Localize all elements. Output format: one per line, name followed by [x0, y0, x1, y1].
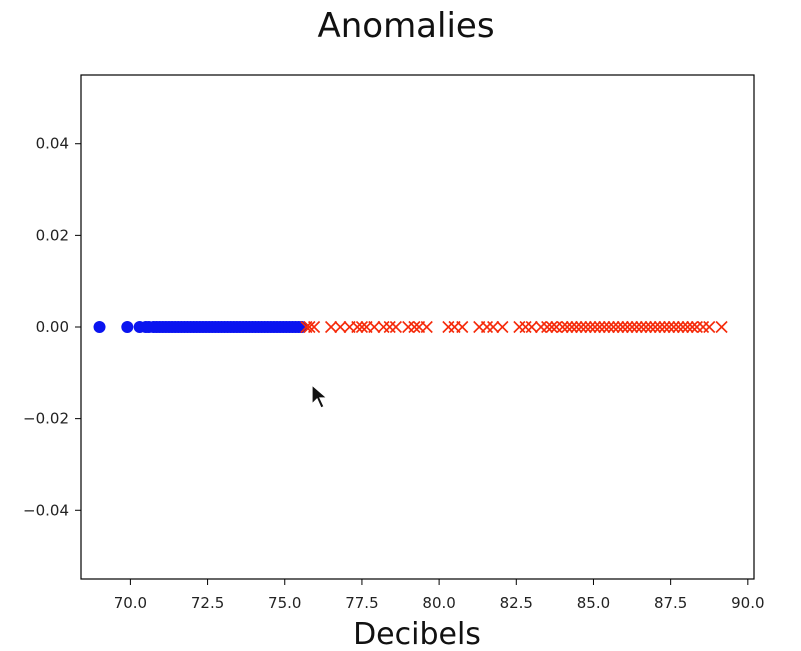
- anomaly-point: [368, 320, 381, 334]
- anomaly-point: [420, 320, 433, 334]
- anomaly-point: [303, 320, 316, 334]
- anomaly-point: [690, 320, 703, 334]
- anomaly-point: [402, 320, 415, 334]
- anomaly-point: [584, 320, 597, 334]
- anomaly-point: [570, 320, 583, 334]
- normal-point: [295, 321, 308, 333]
- x-tick-label: 72.5: [191, 594, 224, 612]
- anomaly-point: [621, 320, 634, 334]
- anomaly-point: [442, 320, 455, 334]
- anomaly-point: [630, 320, 643, 334]
- y-axis: 0.04 0.02 0.00 −0.02 −0.04: [23, 135, 81, 519]
- anomaly-point: [672, 320, 685, 334]
- anomaly-point: [616, 320, 629, 334]
- chart-title: Anomalies: [317, 6, 494, 46]
- anomaly-point: [541, 320, 554, 334]
- x-tick-label: 80.0: [422, 594, 455, 612]
- anomaly-point: [575, 320, 588, 334]
- anomaly-point: [550, 320, 563, 334]
- anomaly-point: [696, 320, 710, 334]
- anomaly-point: [607, 320, 620, 334]
- x-tick-label: 82.5: [500, 594, 533, 612]
- anomaly-point: [635, 320, 648, 334]
- anomaly-point: [602, 320, 615, 334]
- anomaly-point: [377, 320, 390, 334]
- anomaly-point: [389, 320, 402, 334]
- anomaly-point: [598, 320, 611, 334]
- anomaly-point: [579, 320, 592, 334]
- x-tick-label: 75.0: [268, 594, 301, 612]
- x-axis: 70.0 72.5 75.0 77.5 80.0 82.5 85.0 87.5 90.0: [114, 579, 765, 612]
- anomaly-point: [525, 320, 538, 334]
- x-tick-label: 85.0: [577, 594, 610, 612]
- anomaly-point: [644, 320, 657, 334]
- anomaly-point: [513, 320, 526, 334]
- x-tick-label: 77.5: [345, 594, 378, 612]
- anomaly-point: [639, 320, 653, 334]
- anomaly-point: [588, 320, 602, 334]
- anomaly-point: [487, 320, 500, 334]
- y-tick-label: −0.02: [23, 410, 69, 428]
- anomaly-point: [383, 320, 396, 334]
- x-tick-label: 70.0: [114, 594, 147, 612]
- anomaly-point: [703, 320, 716, 334]
- anomaly-point: [715, 320, 728, 334]
- anomaly-point: [681, 320, 694, 334]
- y-tick-label: 0.00: [36, 318, 69, 336]
- y-tick-label: −0.04: [23, 501, 69, 519]
- anomaly-point: [561, 320, 574, 334]
- anomaly-point: [612, 320, 625, 334]
- anomaly-point: [519, 320, 532, 334]
- x-tick-label: 90.0: [731, 594, 764, 612]
- normal-point: [121, 321, 134, 333]
- anomaly-point: [667, 320, 680, 334]
- normal-point: [93, 321, 106, 333]
- anomaly-point: [625, 320, 639, 334]
- anomaly-point: [308, 320, 321, 334]
- y-tick-label: 0.04: [36, 135, 69, 153]
- anomaly-point: [545, 320, 558, 334]
- anomaly-point: [686, 320, 699, 334]
- anomaly-point: [658, 320, 671, 334]
- anomaly-point: [456, 320, 469, 334]
- y-tick-label: 0.02: [36, 226, 69, 244]
- anomaly-point: [355, 320, 368, 334]
- anomaly-point: [496, 320, 509, 334]
- anomaly-point: [534, 320, 548, 334]
- anomaly-point: [351, 320, 364, 334]
- anomaly-point: [324, 320, 338, 334]
- anomaly-point: [480, 320, 494, 334]
- anomaly-point: [593, 320, 606, 334]
- anomaly-point: [676, 320, 690, 334]
- anomaly-point: [653, 320, 666, 334]
- x-axis-label: Decibels: [353, 617, 481, 651]
- anomaly-point: [663, 320, 676, 334]
- data-points: [93, 320, 728, 334]
- x-tick-label: 87.5: [654, 594, 687, 612]
- anomaly-point: [334, 320, 347, 334]
- anomaly-point: [556, 320, 569, 334]
- anomaly-point: [408, 320, 421, 334]
- anomaly-point: [649, 320, 662, 334]
- anomaly-point: [565, 320, 578, 334]
